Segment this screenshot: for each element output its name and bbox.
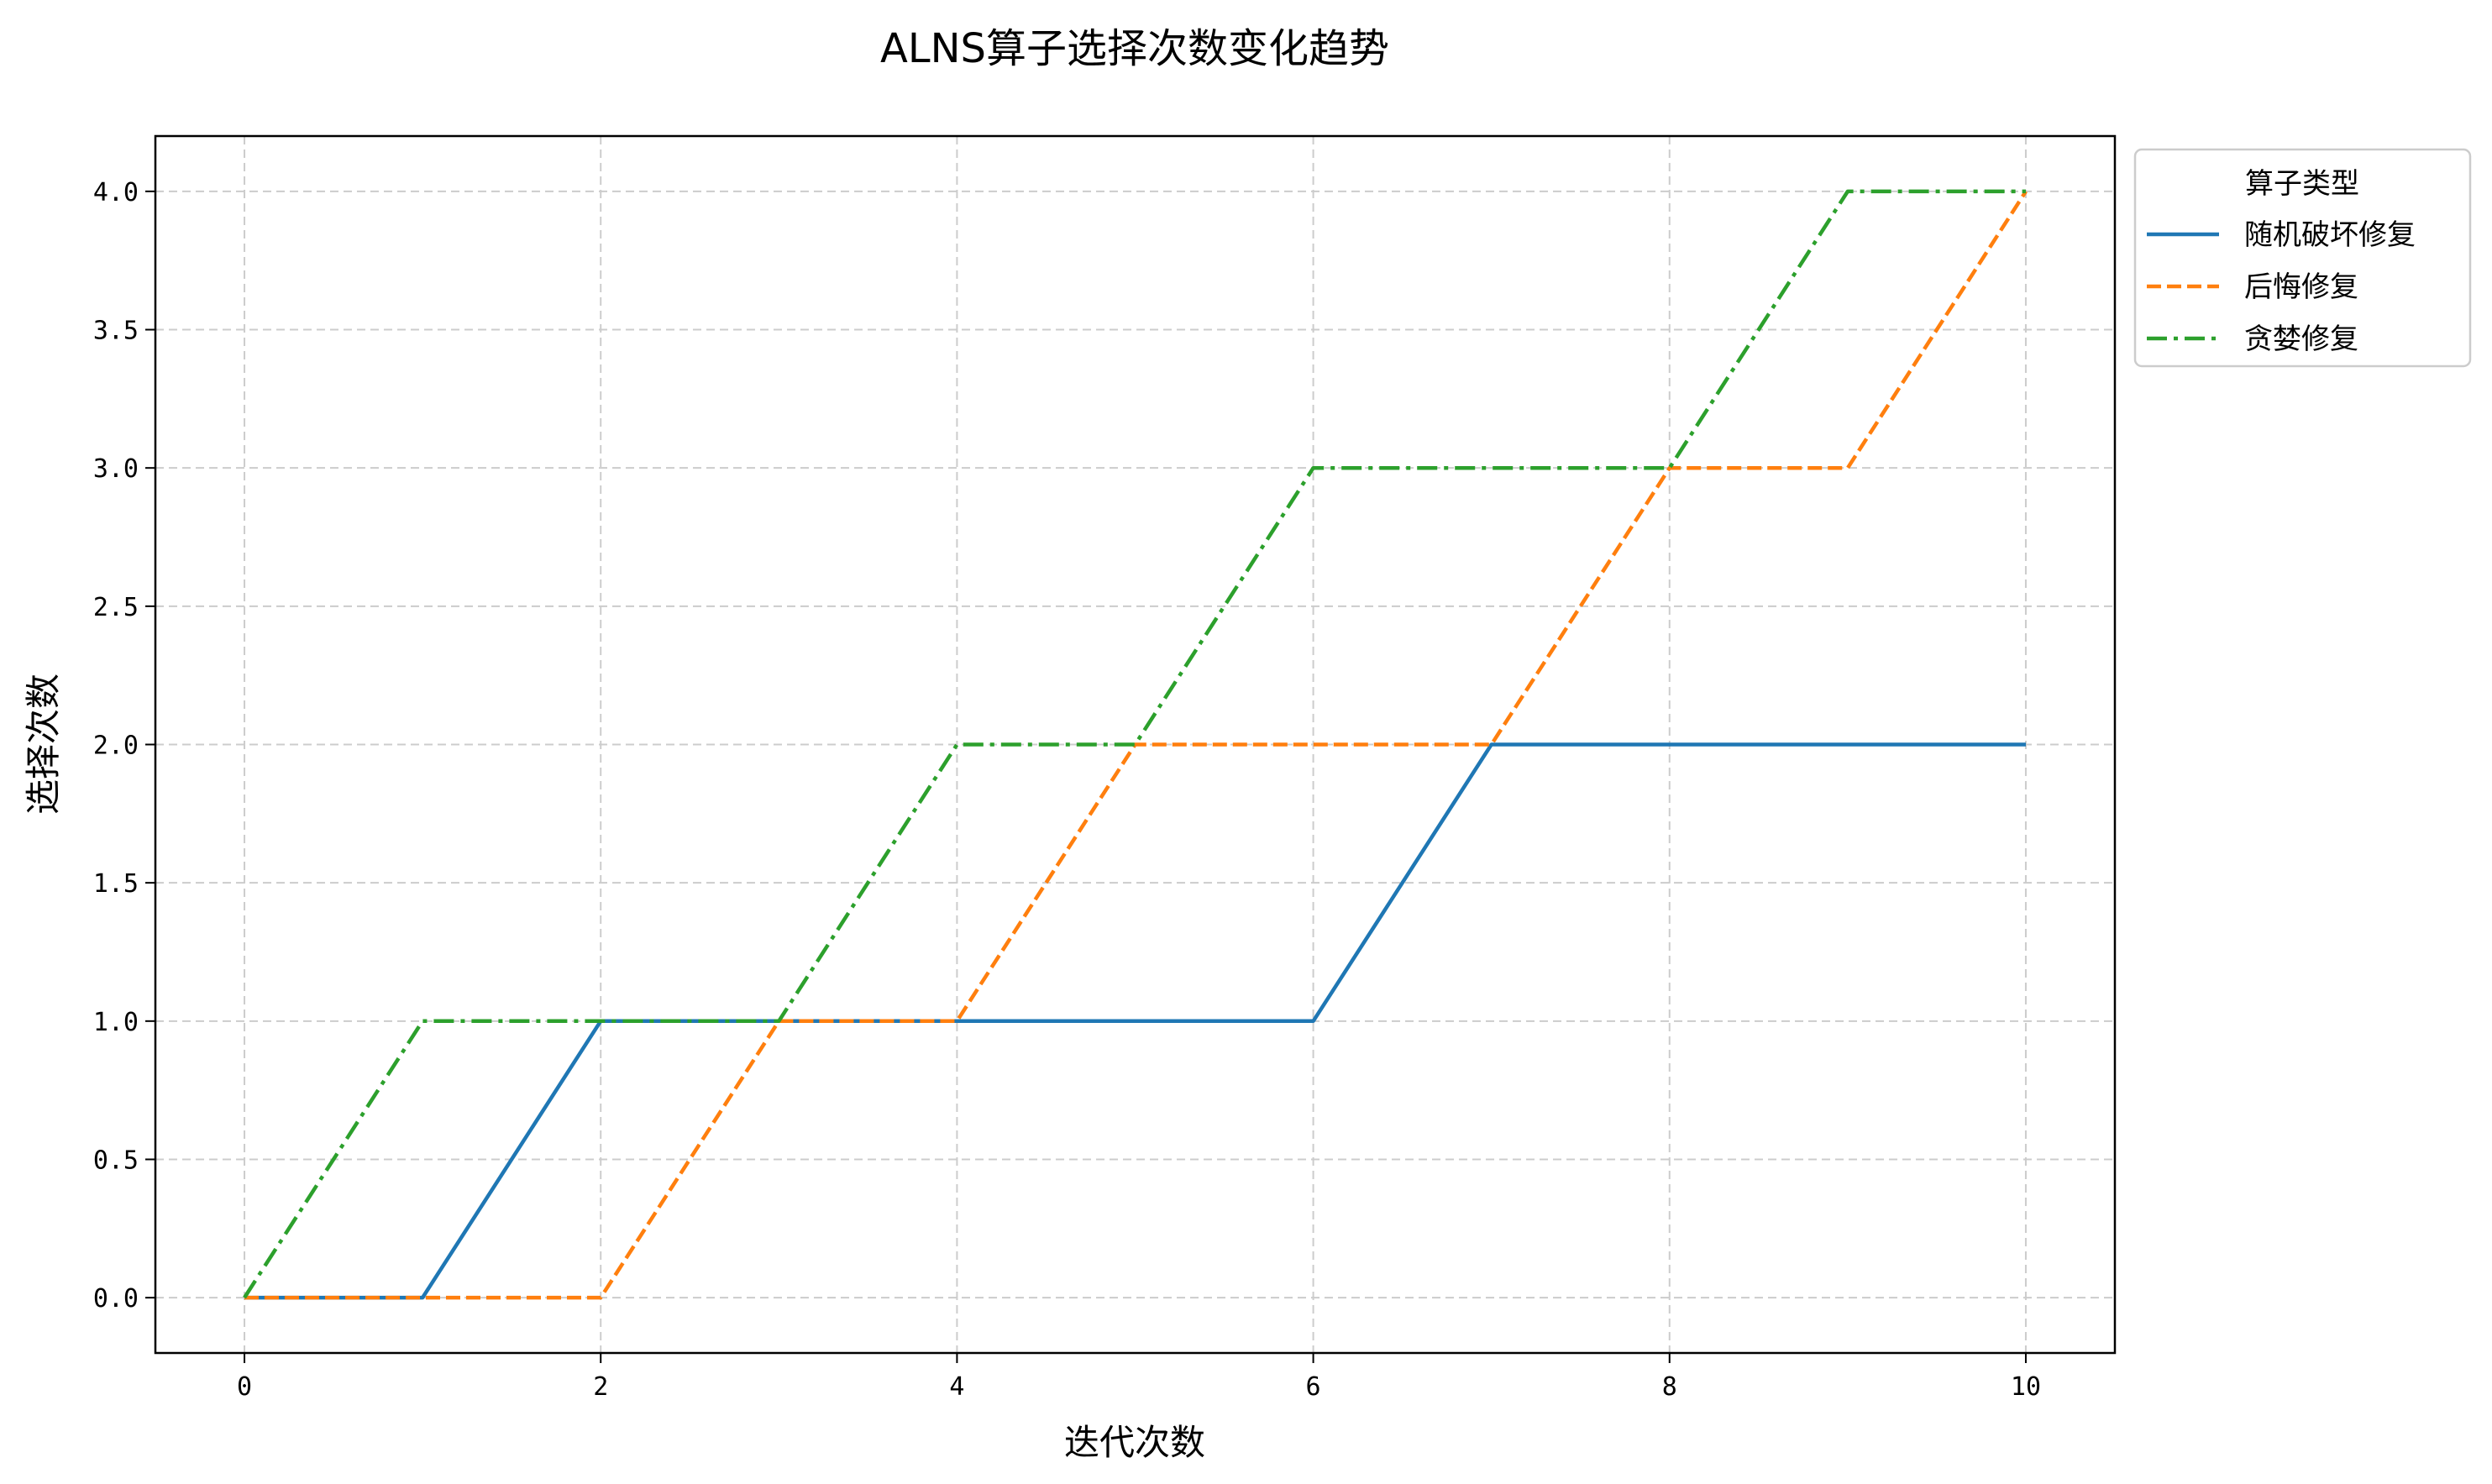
legend-label: 随机破坏修复 xyxy=(2244,218,2416,252)
x-axis: 0 2 4 6 8 10 xyxy=(237,1353,2041,1402)
y-tick-label: 3.5 xyxy=(93,317,139,346)
x-tick-label: 8 xyxy=(1662,1372,1677,1402)
x-tick-label: 10 xyxy=(2011,1372,2041,1402)
y-tick-label: 0.5 xyxy=(93,1146,139,1175)
x-tick-label: 6 xyxy=(1306,1372,1321,1402)
y-tick-label: 1.0 xyxy=(93,1008,139,1037)
series-line-2 xyxy=(244,190,2028,1300)
series-lines xyxy=(243,189,2028,1300)
y-tick-label: 1.5 xyxy=(93,869,139,899)
y-tick-label: 0.0 xyxy=(93,1284,139,1314)
x-axis-title: 迭代次数 xyxy=(1064,1422,1205,1463)
y-axis: 0.0 0.5 1.0 1.5 2.0 2.5 3.0 3.5 4.0 xyxy=(93,178,155,1314)
x-tick-label: 0 xyxy=(237,1372,252,1402)
legend-label: 后悔修复 xyxy=(2244,270,2358,304)
y-tick-label: 2.5 xyxy=(93,593,139,622)
y-tick-label: 2.0 xyxy=(93,732,139,761)
legend-label: 贪婪修复 xyxy=(2244,322,2358,356)
y-axis-title: 选择次数 xyxy=(23,674,64,815)
x-tick-label: 2 xyxy=(593,1372,608,1402)
x-tick-label: 4 xyxy=(949,1372,964,1402)
y-tick-label: 4.0 xyxy=(93,178,139,207)
chart-title: ALNS算子选择次数变化趋势 xyxy=(880,25,1389,72)
y-tick-label: 3.0 xyxy=(93,454,139,484)
legend-title: 算子类型 xyxy=(2245,167,2359,201)
legend-box xyxy=(2133,148,2472,368)
series-line-1 xyxy=(244,742,2026,1300)
